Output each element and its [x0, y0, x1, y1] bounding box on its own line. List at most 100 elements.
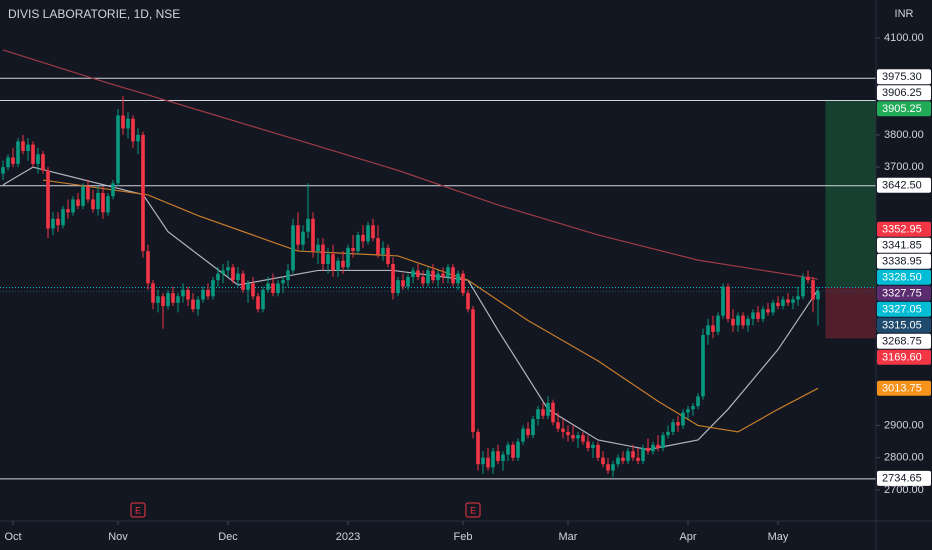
candle-body: [191, 299, 195, 310]
candle-body: [571, 435, 575, 439]
candle-body: [216, 273, 220, 281]
candle-body: [686, 409, 690, 413]
candle-body: [181, 289, 185, 297]
candle-body: [711, 325, 715, 332]
price-label: 3338.95: [882, 256, 922, 268]
candle-body: [531, 418, 535, 436]
candle-body: [741, 315, 745, 326]
candle-body: [346, 247, 350, 268]
candle-body: [636, 457, 640, 461]
candle-body: [51, 218, 55, 229]
candle-body: [791, 299, 795, 303]
candle-body: [476, 431, 480, 465]
candle-body: [746, 318, 750, 326]
candle-body: [281, 280, 285, 284]
price-label: 3315.05: [882, 320, 922, 332]
candle-body: [406, 276, 410, 287]
candle-body: [341, 260, 345, 268]
candle-body: [776, 302, 780, 306]
candle-body: [816, 291, 820, 300]
price-label-bg: [877, 317, 931, 333]
candle-body: [641, 448, 645, 461]
candle-body: [541, 409, 545, 416]
candle-body: [591, 444, 595, 449]
price-label-bg: [877, 177, 931, 193]
y-tick-label: 2800.00: [884, 452, 924, 464]
x-tick-label: May: [768, 531, 789, 543]
candle-body: [126, 118, 130, 129]
candle-body: [436, 273, 440, 281]
price-label: 3328.50: [882, 272, 922, 284]
candle-body: [6, 157, 10, 168]
candle-body: [76, 199, 80, 206]
x-tick-label: 2023: [336, 531, 360, 543]
candle-body: [46, 170, 50, 229]
candle-body: [231, 267, 235, 281]
chart-title: DIVIS LABORATORIE, 1D, NSE: [8, 7, 180, 21]
y-tick-label: 3700.00: [884, 161, 924, 173]
candle-body: [706, 325, 710, 336]
candle-body: [596, 444, 600, 458]
position-stop-zone: [825, 287, 876, 339]
candle-body: [376, 238, 380, 255]
price-label-bg: [877, 221, 931, 237]
x-tick-label: Nov: [108, 531, 128, 543]
candle-body: [501, 454, 505, 461]
price-label-bg: [877, 101, 931, 117]
candle-body: [796, 296, 800, 300]
candle-body: [766, 309, 770, 313]
candle-body: [211, 280, 215, 297]
candle-body: [71, 199, 75, 213]
candle-body: [486, 457, 490, 468]
candle-body: [761, 309, 765, 319]
price-label: 3169.60: [882, 352, 922, 364]
candle-body: [601, 457, 605, 465]
earnings-marker: [465, 502, 481, 518]
candle-body: [276, 283, 280, 294]
candle-body: [101, 192, 105, 213]
candle-body: [246, 283, 250, 290]
candle-body: [616, 457, 620, 465]
candle-body: [546, 402, 550, 416]
candle-body: [331, 254, 335, 271]
candle-body: [576, 435, 580, 439]
price-label: 3906.25: [882, 87, 922, 99]
candle-body: [811, 280, 815, 300]
candle-body: [651, 444, 655, 452]
price-label-bg: [877, 253, 931, 269]
candle-body: [801, 276, 805, 297]
candle-body: [386, 247, 390, 264]
x-tick-label: Apr: [679, 531, 696, 543]
currency: INR: [895, 8, 914, 20]
candle-body: [266, 283, 270, 290]
candle-body: [321, 244, 325, 264]
candle-body: [141, 134, 145, 252]
moving-average: [2, 166, 819, 451]
candle-body: [286, 270, 290, 281]
candle-body: [271, 283, 275, 294]
candle-body: [86, 186, 90, 200]
candle-body: [806, 276, 810, 281]
x-tick-label: Feb: [454, 531, 473, 543]
candle-body: [786, 299, 790, 303]
candle-body: [16, 141, 20, 164]
candle-body: [426, 270, 430, 284]
candle-body: [41, 154, 45, 171]
candle-body: [351, 247, 355, 252]
candle-body: [466, 293, 470, 310]
candle-body: [506, 444, 510, 455]
candle-body: [36, 154, 40, 164]
candle-body: [201, 289, 205, 300]
price-label: 3327.75: [882, 288, 922, 300]
candle-body: [536, 409, 540, 419]
candle-body: [781, 299, 785, 306]
candle-body: [656, 444, 660, 449]
price-label-bg: [877, 269, 931, 285]
candle-body: [676, 422, 680, 426]
candle-body: [481, 457, 485, 465]
candle-body: [81, 186, 85, 206]
price-label-bg: [877, 470, 931, 486]
